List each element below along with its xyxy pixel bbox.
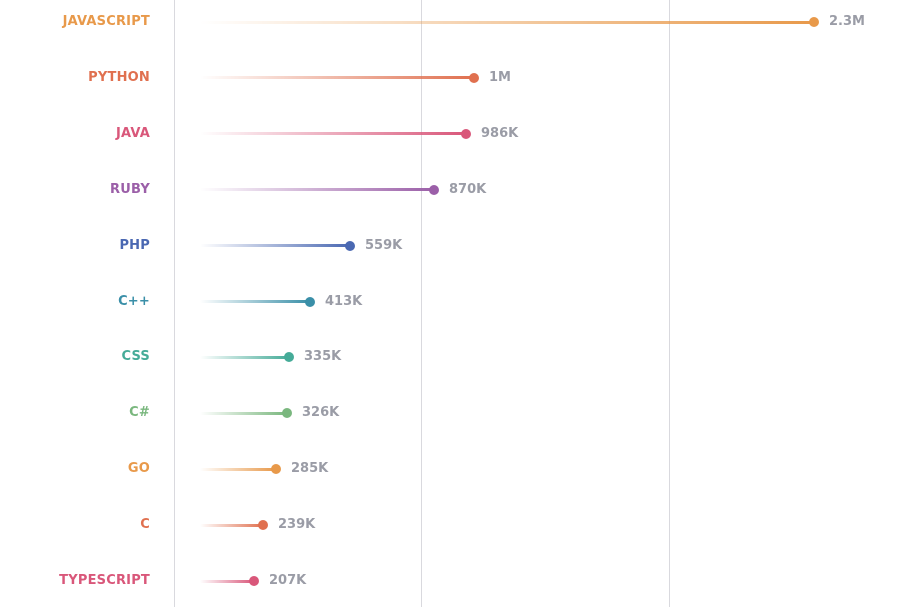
lollipop-stem: [200, 76, 474, 80]
data-point-dot: [258, 520, 268, 531]
data-point-dot: [282, 408, 292, 419]
category-label: TYPESCRIPT: [59, 573, 150, 588]
value-label: 239K: [278, 517, 316, 533]
data-point-dot: [809, 17, 819, 27]
chart-row: TYPESCRIPT 207K: [0, 571, 912, 591]
chart-row: CSS 335K: [0, 347, 912, 367]
data-point-dot: [249, 576, 259, 586]
data-point-dot: [469, 72, 479, 83]
value-label: 559K: [365, 237, 403, 253]
value-label: 335K: [304, 349, 342, 365]
lollipop-stem: [200, 411, 287, 415]
gridline: [174, 0, 175, 607]
data-point-dot: [461, 128, 471, 139]
lollipop-stem: [200, 300, 310, 303]
chart-row: PYTHON 1M: [0, 68, 912, 88]
category-label: JAVASCRIPT: [62, 14, 150, 29]
lollipop-stem: [200, 579, 254, 583]
category-label: PYTHON: [88, 69, 150, 85]
category-label: RUBY: [110, 181, 150, 197]
value-label: 2.3M: [829, 14, 865, 29]
value-label: 413K: [325, 293, 363, 309]
data-point-dot: [345, 240, 355, 251]
category-label: C: [140, 517, 150, 533]
chart-row: C++ 413K: [0, 292, 912, 312]
chart-row: GO 285K: [0, 459, 912, 479]
gridline: [669, 0, 670, 607]
lollipop-stem: [200, 20, 814, 24]
category-label: GO: [127, 461, 150, 477]
lollipop-stem: [200, 188, 434, 192]
data-point-dot: [284, 352, 294, 363]
lollipop-stem: [200, 467, 276, 471]
lollipop-stem: [200, 523, 263, 527]
chart-row: C 239K: [0, 515, 912, 535]
category-label: C++: [118, 293, 150, 309]
chart-row: JAVA 986K: [0, 124, 912, 144]
value-label: 207K: [269, 573, 307, 588]
data-point-dot: [271, 464, 281, 475]
lollipop-stem: [200, 355, 289, 359]
category-label: PHP: [119, 237, 150, 253]
chart-row: JAVASCRIPT 2.3M: [0, 12, 912, 32]
lollipop-stem: [200, 244, 350, 248]
data-point-dot: [305, 296, 315, 307]
gridline: [421, 0, 422, 607]
value-label: 285K: [291, 461, 329, 477]
lollipop-stem: [200, 132, 466, 136]
chart-row: C# 326K: [0, 403, 912, 423]
value-label: 870K: [449, 181, 487, 197]
value-label: 326K: [302, 405, 340, 421]
data-point-dot: [429, 184, 439, 195]
value-label: 986K: [481, 125, 519, 141]
category-label: CSS: [121, 349, 150, 365]
chart-row: PHP 559K: [0, 236, 912, 256]
category-label: JAVA: [115, 125, 150, 141]
value-label: 1M: [489, 69, 511, 85]
chart-row: RUBY 870K: [0, 180, 912, 200]
category-label: C#: [129, 405, 150, 421]
